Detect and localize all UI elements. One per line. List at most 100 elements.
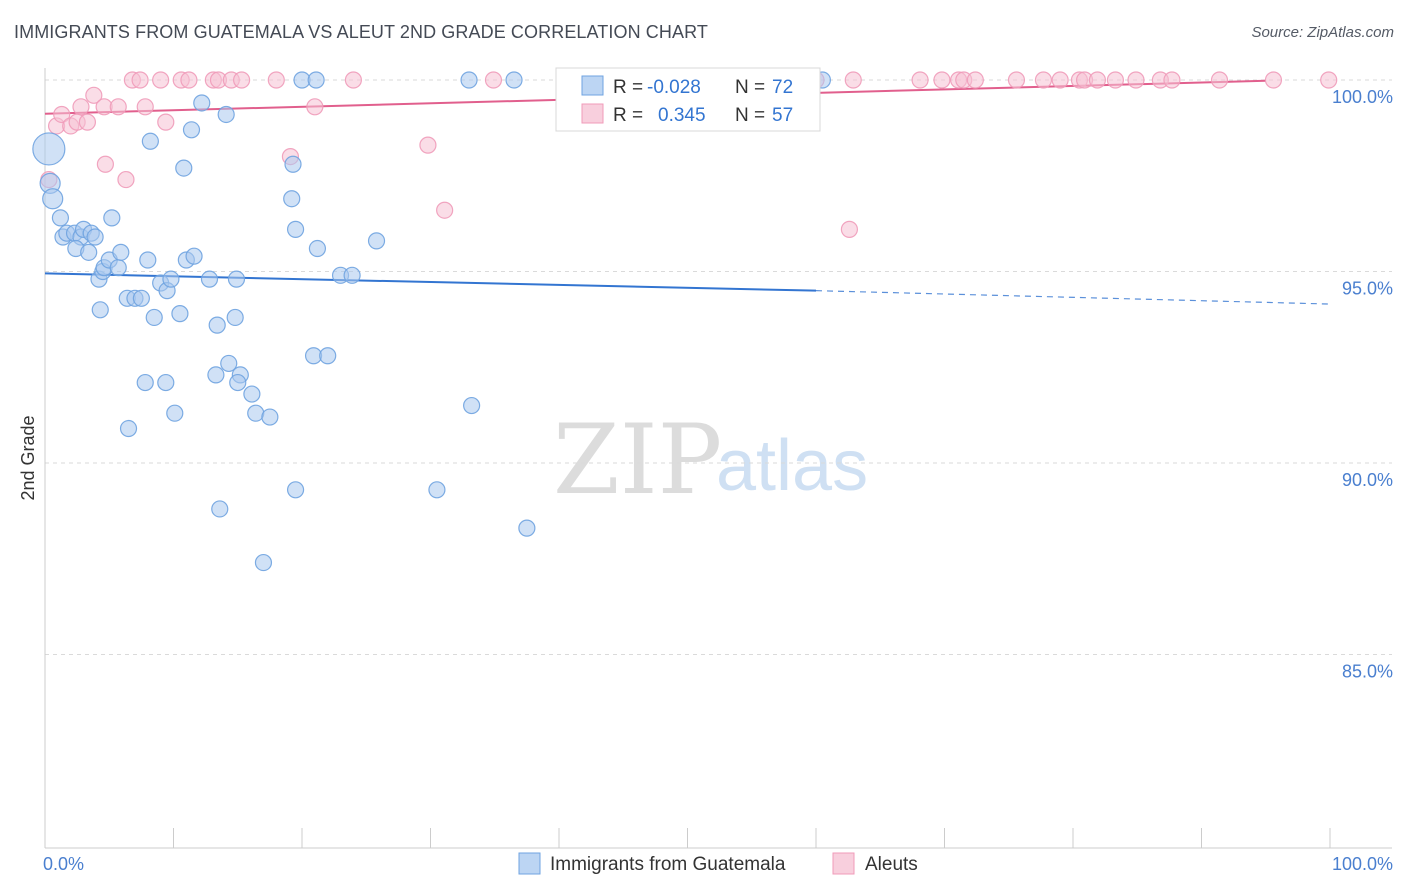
point-aleuts[interactable] (1051, 71, 1069, 89)
point-aleuts[interactable] (840, 220, 859, 238)
point-aleuts[interactable] (1320, 71, 1338, 89)
point-aleuts[interactable] (1127, 71, 1145, 89)
point-guatemala[interactable] (343, 266, 361, 284)
point-aleuts[interactable] (1088, 71, 1107, 89)
point-guatemala[interactable] (226, 308, 244, 327)
point-guatemala[interactable] (284, 155, 302, 173)
point-aleuts[interactable] (136, 98, 154, 116)
stats-legend: R = -0.028 N = 72 R = 0.345 N = 57 (555, 67, 821, 132)
point-guatemala[interactable] (207, 366, 225, 384)
point-guatemala[interactable] (119, 419, 138, 438)
point-aleuts[interactable] (1007, 71, 1026, 89)
point-guatemala[interactable] (518, 519, 536, 537)
point-guatemala[interactable] (460, 71, 478, 89)
point-guatemala[interactable] (166, 404, 184, 422)
point-aleuts[interactable] (96, 155, 114, 173)
y-tick-label: 85.0% (1342, 662, 1393, 682)
point-guatemala[interactable] (132, 289, 150, 307)
point-aleuts[interactable] (78, 113, 97, 131)
legend-label-guatemala[interactable]: Immigrants from Guatemala (550, 854, 786, 875)
point-guatemala[interactable] (208, 316, 226, 334)
point-aleuts[interactable] (306, 98, 324, 116)
point-guatemala[interactable] (175, 159, 193, 177)
point-guatemala[interactable] (157, 373, 175, 392)
point-guatemala[interactable] (200, 270, 219, 288)
point-guatemala[interactable] (91, 301, 109, 319)
point-aleuts[interactable] (484, 71, 503, 89)
point-aleuts[interactable] (53, 105, 71, 124)
point-guatemala[interactable] (308, 239, 327, 258)
point-guatemala[interactable] (220, 354, 238, 373)
point-aleuts[interactable] (1264, 71, 1283, 89)
point-guatemala[interactable] (32, 132, 66, 166)
point-guatemala[interactable] (42, 188, 64, 210)
point-guatemala[interactable] (254, 553, 273, 572)
legend-swatch-aleuts[interactable] (832, 852, 855, 875)
point-guatemala[interactable] (109, 259, 127, 277)
point-guatemala[interactable] (283, 190, 301, 208)
point-aleuts[interactable] (1106, 71, 1125, 89)
stats-n-label-guatemala: N = (735, 77, 765, 98)
trend-line-extension-guatemala (815, 290, 1331, 305)
stats-n-label-aleuts: N = (735, 105, 765, 126)
legend-label-aleuts[interactable]: Aleuts (865, 854, 918, 875)
point-guatemala[interactable] (86, 228, 104, 246)
legend-swatch-guatemala[interactable] (518, 852, 541, 875)
x-tick-label: 0.0% (43, 854, 84, 874)
point-guatemala[interactable] (307, 71, 325, 89)
point-guatemala[interactable] (145, 308, 163, 327)
point-guatemala[interactable] (247, 404, 265, 422)
bottom-legend: Immigrants from Guatemala Aleuts (518, 852, 918, 875)
point-aleuts[interactable] (419, 136, 437, 154)
point-aleuts[interactable] (911, 71, 929, 89)
point-guatemala[interactable] (319, 347, 337, 365)
point-aleuts[interactable] (344, 71, 362, 89)
point-aleuts[interactable] (1210, 71, 1229, 89)
point-guatemala[interactable] (80, 243, 98, 261)
point-guatemala[interactable] (162, 270, 180, 288)
point-aleuts[interactable] (1163, 71, 1181, 89)
point-aleuts[interactable] (180, 71, 198, 89)
point-guatemala[interactable] (286, 481, 305, 499)
point-aleuts[interactable] (157, 113, 175, 131)
point-guatemala[interactable] (139, 251, 157, 269)
point-guatemala[interactable] (141, 132, 159, 150)
x-tick-label: 100.0% (1332, 854, 1393, 874)
point-aleuts[interactable] (436, 201, 454, 219)
point-aleuts[interactable] (966, 71, 984, 89)
point-guatemala[interactable] (227, 270, 246, 288)
point-aleuts[interactable] (109, 98, 127, 116)
point-guatemala[interactable] (103, 209, 121, 227)
point-aleuts[interactable] (152, 71, 170, 89)
point-guatemala[interactable] (217, 105, 235, 124)
point-aleuts[interactable] (1034, 71, 1053, 89)
point-guatemala[interactable] (428, 481, 446, 499)
point-aleuts[interactable] (117, 170, 135, 189)
axes (44, 68, 1392, 849)
point-guatemala[interactable] (243, 385, 261, 403)
point-guatemala[interactable] (211, 500, 229, 518)
point-guatemala[interactable] (286, 220, 305, 238)
point-guatemala[interactable] (185, 247, 203, 265)
point-aleuts[interactable] (844, 71, 862, 89)
chart-title: IMMIGRANTS FROM GUATEMALA VS ALEUT 2ND G… (14, 22, 708, 42)
point-guatemala[interactable] (51, 209, 70, 227)
point-aleuts[interactable] (933, 71, 951, 89)
point-guatemala[interactable] (182, 121, 201, 139)
point-guatemala[interactable] (505, 71, 523, 89)
point-aleuts[interactable] (131, 71, 149, 89)
point-aleuts[interactable] (85, 86, 103, 104)
point-guatemala[interactable] (261, 408, 279, 426)
point-guatemala[interactable] (463, 396, 481, 415)
point-guatemala[interactable] (193, 94, 211, 112)
watermark-atlas: atlas (716, 426, 868, 506)
point-guatemala[interactable] (112, 243, 130, 261)
point-aleuts[interactable] (72, 98, 90, 116)
point-aleuts[interactable] (267, 71, 285, 89)
point-guatemala[interactable] (136, 373, 154, 392)
point-guatemala[interactable] (367, 232, 386, 250)
point-aleuts[interactable] (233, 71, 251, 89)
point-guatemala[interactable] (171, 305, 189, 323)
point-guatemala[interactable] (229, 373, 247, 392)
